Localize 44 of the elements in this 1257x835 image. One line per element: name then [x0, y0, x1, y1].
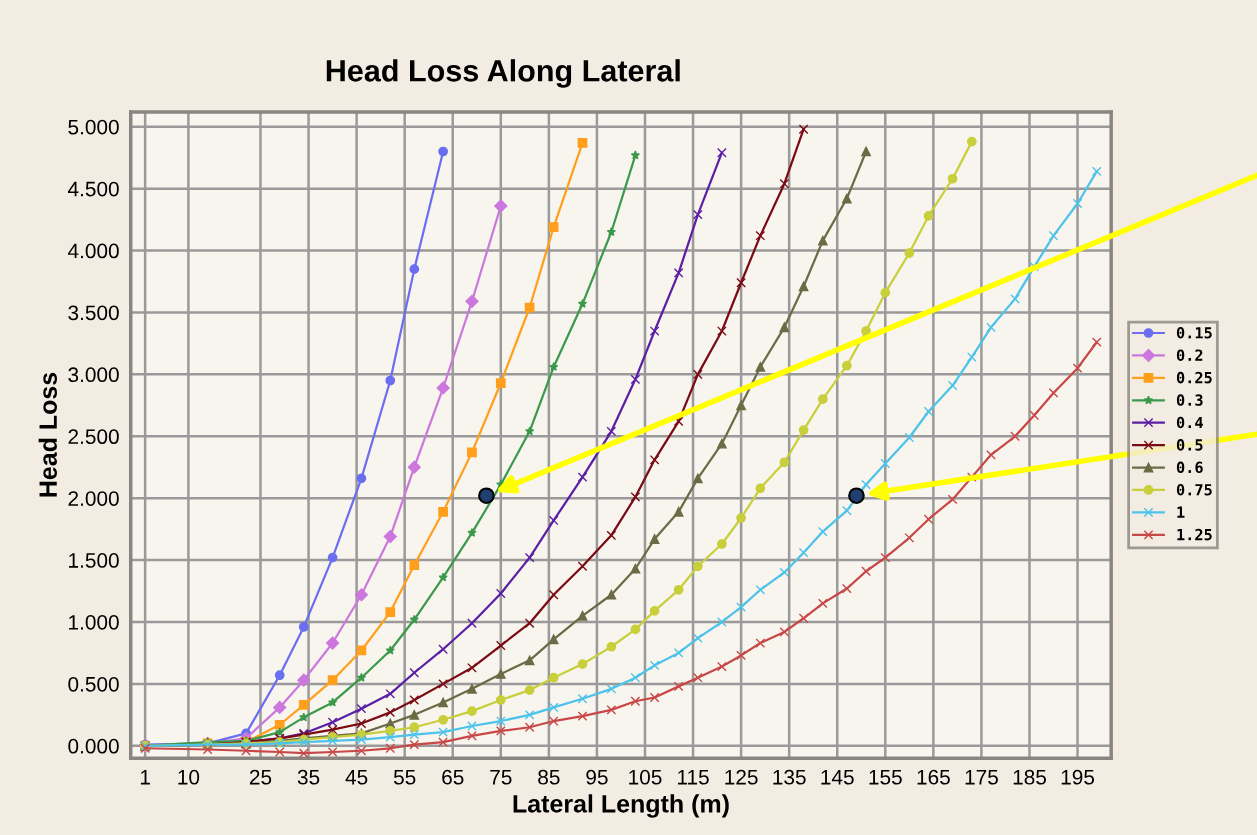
x-tick-label: 45 [345, 770, 368, 785]
y-tick-label: 4.500 [67, 181, 119, 197]
x-tick-label: 125 [725, 769, 758, 785]
x-tick-label: 10 [178, 769, 200, 785]
x-tick-label: 35 [297, 769, 320, 785]
y-tick-label: 0.000 [68, 738, 119, 754]
y-tick-label: 3.000 [68, 367, 119, 383]
x-tick-label: 115 [678, 770, 709, 785]
legend-label: 0.2 [1176, 349, 1203, 361]
legend-label: 0.3 [1176, 394, 1203, 406]
legend-label: 0.5 [1176, 439, 1203, 451]
x-tick-label: 95 [586, 769, 608, 785]
y-tick-label: 2.000 [68, 491, 119, 506]
legend-label: 0.6 [1176, 461, 1203, 474]
x-axis-title: Lateral Length (m) [513, 794, 729, 818]
legend-label: 0.4 [1176, 416, 1203, 429]
legend-label: 0.75 [1176, 483, 1212, 496]
x-tick-label: 85 [538, 769, 560, 785]
legend-label: 1 [1177, 506, 1185, 518]
chart-title: Head Loss Along Lateral [326, 59, 680, 88]
x-tick-label: 165 [917, 769, 950, 785]
x-tick-label: 105 [629, 769, 662, 785]
x-tick-label: 55 [393, 770, 416, 785]
y-axis-title: Head Loss [38, 372, 57, 497]
x-tick-label: 65 [442, 769, 464, 785]
y-tick-label: 0.500 [68, 676, 119, 692]
x-tick-label: 145 [821, 770, 854, 785]
legend-label: 0.25 [1176, 371, 1212, 384]
y-tick-label: 5.000 [68, 119, 119, 135]
x-tick-label: 175 [965, 770, 998, 785]
x-tick-label: 195 [1061, 769, 1095, 785]
y-tick-label: 3.500 [68, 305, 119, 321]
x-tick-label: 25 [249, 769, 272, 785]
x-tick-label: 135 [773, 769, 806, 785]
x-tick-label: 185 [1013, 769, 1046, 785]
y-tick-label: 4.000 [67, 243, 119, 259]
x-tick-label: 155 [869, 770, 902, 785]
y-tick-label: 1.500 [69, 553, 119, 568]
legend-label: 1.25 [1177, 528, 1212, 541]
x-tick-label: 75 [490, 770, 512, 785]
y-tick-label: 1.000 [69, 614, 119, 630]
legend-label: 0.15 [1176, 327, 1212, 339]
y-tick-label: 2.500 [68, 429, 119, 445]
x-tick-label: 1 [140, 770, 150, 785]
